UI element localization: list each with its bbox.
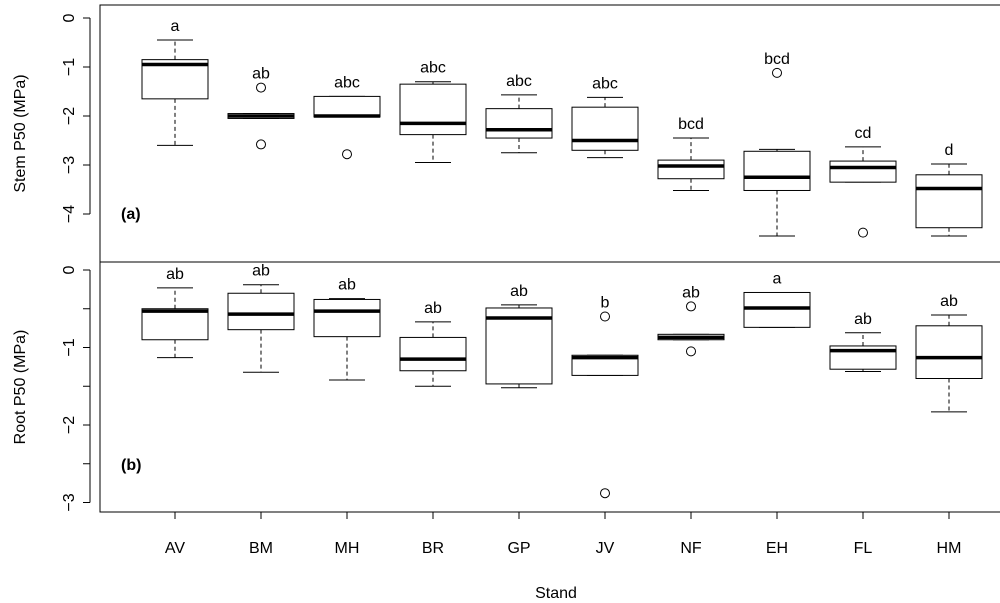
- x-tick-label: BR: [422, 540, 444, 557]
- significance-letter: a: [773, 270, 782, 287]
- box-gp: abc: [485, 73, 553, 154]
- iqr-box: [657, 159, 725, 180]
- outlier-point: [686, 301, 696, 312]
- significance-letter: bcd: [678, 116, 704, 133]
- box-fl: ab: [829, 311, 897, 373]
- box-bm: ab: [227, 263, 295, 373]
- box-av: a: [141, 18, 209, 146]
- box-gp: ab: [485, 283, 553, 389]
- panel-a-stem-p50: 0 −1 −2 −3 −4 Stem P50 (MPa) (a) a ab abc abc abc ab…: [12, 4, 1000, 263]
- significance-letter: bcd: [764, 51, 790, 68]
- y-tick-label: 0: [61, 13, 78, 22]
- significance-letter: ab: [854, 311, 872, 328]
- iqr-box: [485, 307, 553, 385]
- significance-letter: ab: [510, 283, 528, 300]
- outlier-point: [600, 311, 610, 322]
- significance-letter: ab: [166, 266, 184, 283]
- y-tick-label: −2: [61, 416, 78, 434]
- significance-letter: ab: [252, 66, 270, 83]
- outlier-point: [772, 67, 782, 78]
- x-axis-title: Stand: [535, 585, 577, 602]
- box-nf: bcd: [657, 116, 725, 191]
- significance-letter: abc: [592, 75, 618, 92]
- x-tick-label: JV: [596, 540, 615, 557]
- iqr-box: [743, 150, 811, 191]
- x-axis: AV BM MH BR GP JV NF EH FL HM: [165, 511, 962, 557]
- iqr-box: [571, 354, 639, 376]
- iqr-box: [571, 106, 639, 151]
- significance-letter: b: [601, 295, 610, 312]
- box-br: ab: [399, 300, 467, 387]
- y-tick-label: −1: [61, 58, 78, 76]
- y-tick-label: −4: [61, 205, 78, 223]
- y-tick-label: −1: [61, 338, 78, 356]
- iqr-box: [227, 292, 295, 331]
- box-eh: a: [743, 270, 811, 328]
- iqr-box: [313, 298, 381, 338]
- significance-letter: abc: [506, 73, 532, 90]
- x-tick-label: HM: [937, 540, 962, 557]
- x-tick-label: MH: [335, 540, 360, 557]
- significance-letter: ab: [940, 293, 958, 310]
- outlier-point: [858, 227, 868, 238]
- iqr-box: [399, 83, 467, 136]
- iqr-box: [915, 325, 983, 379]
- iqr-box: [399, 336, 467, 372]
- iqr-box: [313, 95, 381, 118]
- iqr-box: [141, 308, 209, 341]
- box-jv: abc: [571, 75, 639, 159]
- x-tick-label: EH: [766, 540, 788, 557]
- box-br: abc: [399, 60, 467, 164]
- x-tick-label: GP: [507, 540, 530, 557]
- iqr-box: [915, 174, 983, 229]
- box-hm: ab: [915, 293, 983, 413]
- y-tick-label: 0: [61, 265, 78, 274]
- y-tick-label: −2: [61, 107, 78, 125]
- outlier-point: [686, 346, 696, 357]
- x-tick-label: NF: [680, 540, 702, 557]
- x-tick-label: BM: [249, 540, 273, 557]
- significance-letter: ab: [252, 263, 270, 280]
- box-av: ab: [141, 266, 209, 359]
- significance-letter: ab: [338, 277, 356, 294]
- box-mh: ab: [313, 277, 381, 381]
- iqr-box: [743, 291, 811, 328]
- significance-letter: abc: [420, 60, 446, 77]
- y-tick-label: −3: [61, 493, 78, 511]
- outlier-point: [256, 139, 266, 150]
- box-bm: ab: [227, 66, 295, 150]
- box-jv: b: [571, 295, 639, 499]
- box-mh: abc: [313, 74, 381, 160]
- significance-letter: d: [945, 142, 954, 159]
- box-hm: d: [915, 142, 983, 237]
- box-eh: bcd: [743, 51, 811, 237]
- significance-letter: abc: [334, 74, 360, 91]
- box-fl: cd: [829, 125, 897, 238]
- y-axis-title: Root P50 (MPa): [12, 330, 29, 445]
- y-tick-label: −3: [61, 156, 78, 174]
- panel-tag: (a): [121, 206, 141, 223]
- y-axis-title: Stem P50 (MPa): [12, 74, 29, 192]
- panel-b-root-p50: 0 −1 −2 −3 Root P50 (MPa) (b) ab ab ab ab ab b ab a ab…: [12, 261, 1000, 513]
- x-tick-label: FL: [854, 540, 873, 557]
- panel-tag: (b): [121, 457, 141, 474]
- x-tick-label: AV: [165, 540, 185, 557]
- significance-letter: cd: [855, 125, 872, 142]
- outlier-point: [600, 488, 610, 499]
- box-nf: ab: [657, 284, 725, 357]
- iqr-box: [829, 160, 897, 183]
- significance-letter: ab: [682, 284, 700, 301]
- significance-letter: a: [171, 18, 180, 35]
- iqr-box: [485, 108, 553, 139]
- outlier-point: [342, 149, 352, 160]
- significance-letter: ab: [424, 300, 442, 317]
- outlier-point: [256, 82, 266, 93]
